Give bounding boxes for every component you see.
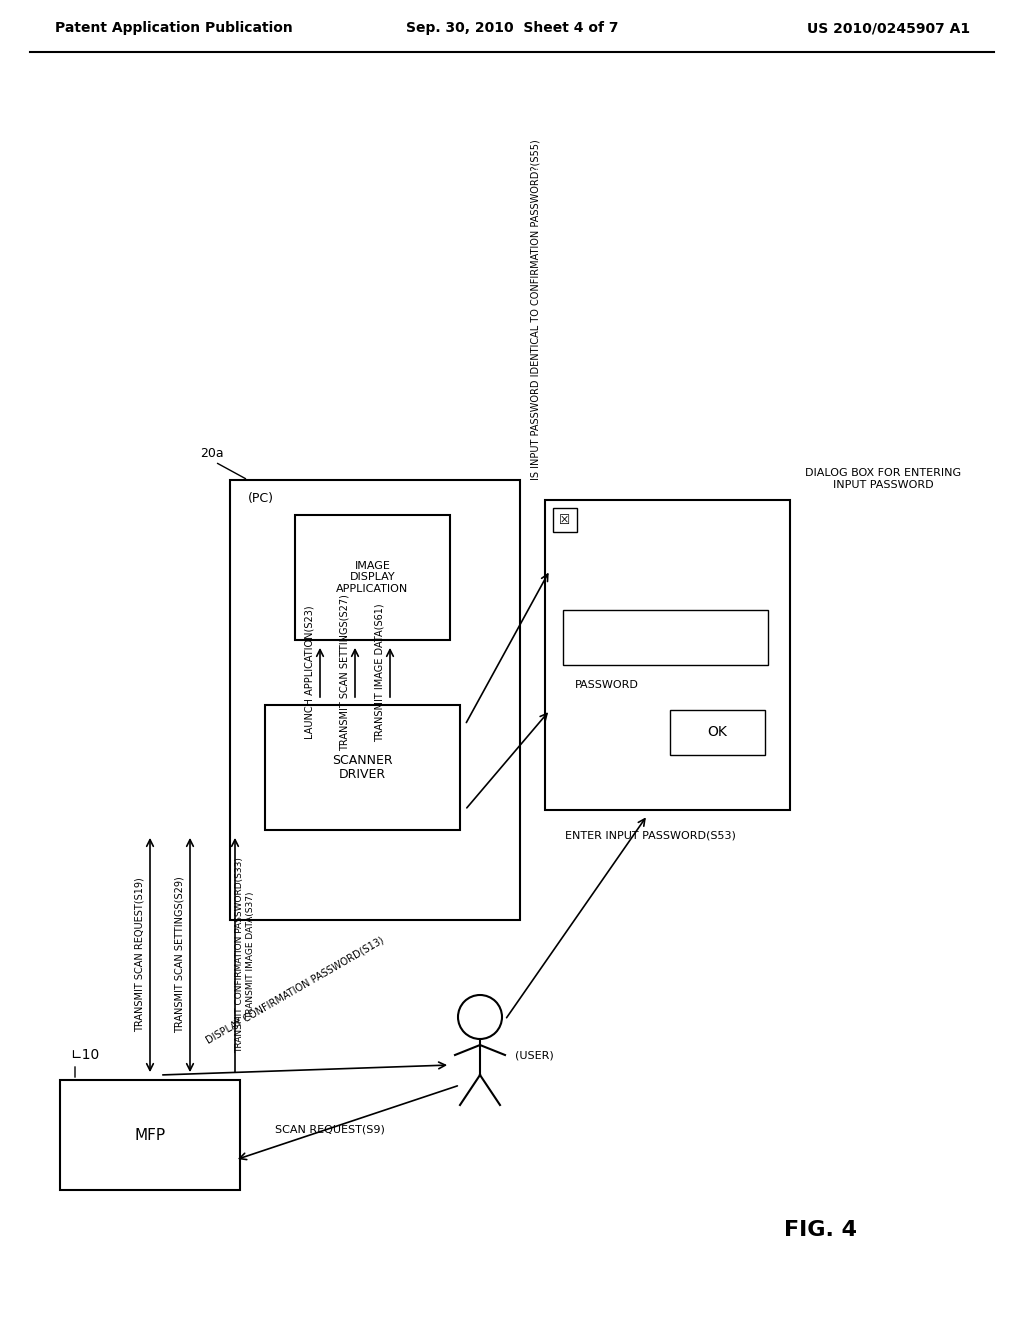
- Text: IS INPUT PASSWORD IDENTICAL TO CONFIRMATION PASSWORD?(S55): IS INPUT PASSWORD IDENTICAL TO CONFIRMAT…: [530, 139, 540, 480]
- Bar: [295, 515, 450, 640]
- Text: US 2010/0245907 A1: US 2010/0245907 A1: [807, 21, 970, 36]
- Text: SCAN REQUEST(S9): SCAN REQUEST(S9): [275, 1125, 385, 1135]
- Text: MFP: MFP: [134, 1127, 166, 1143]
- Bar: [553, 508, 577, 532]
- Text: (USER): (USER): [515, 1049, 554, 1060]
- Text: IMAGE
DISPLAY
APPLICATION: IMAGE DISPLAY APPLICATION: [336, 561, 409, 594]
- Text: PASSWORD: PASSWORD: [575, 680, 639, 690]
- Text: DISPLAY CONFIRMATION PASSWORD(S13): DISPLAY CONFIRMATION PASSWORD(S13): [205, 935, 386, 1045]
- Text: TRANSMIT CONFIRMATION PASSWORD(S33)
TRANSMIT IMAGE DATA(S37): TRANSMIT CONFIRMATION PASSWORD(S33) TRAN…: [236, 857, 255, 1053]
- Text: TRANSMIT SCAN SETTINGS(S29): TRANSMIT SCAN SETTINGS(S29): [175, 876, 185, 1034]
- Bar: [230, 480, 520, 920]
- Text: TRANSMIT SCAN SETTINGS(S27): TRANSMIT SCAN SETTINGS(S27): [340, 594, 350, 751]
- Text: Sep. 30, 2010  Sheet 4 of 7: Sep. 30, 2010 Sheet 4 of 7: [406, 21, 618, 36]
- Text: ∟10: ∟10: [70, 1048, 99, 1063]
- Text: 20a: 20a: [200, 447, 223, 459]
- Bar: [265, 705, 460, 830]
- Text: (PC): (PC): [248, 492, 274, 506]
- Text: OK: OK: [708, 726, 727, 739]
- Text: FIG. 4: FIG. 4: [783, 1220, 856, 1239]
- Text: DIALOG BOX FOR ENTERING
INPUT PASSWORD: DIALOG BOX FOR ENTERING INPUT PASSWORD: [805, 469, 962, 490]
- Bar: [545, 500, 790, 810]
- Text: SCANNER
DRIVER: SCANNER DRIVER: [332, 754, 393, 781]
- Text: TRANSMIT SCAN REQUEST(S19): TRANSMIT SCAN REQUEST(S19): [135, 878, 145, 1032]
- Text: ENTER INPUT PASSWORD(S53): ENTER INPUT PASSWORD(S53): [565, 830, 736, 840]
- Text: TRANSMIT IMAGE DATA(S61): TRANSMIT IMAGE DATA(S61): [375, 603, 385, 742]
- Bar: [670, 710, 765, 755]
- Text: ☒: ☒: [559, 513, 570, 527]
- Text: LAUNCH APPLICATION(S23): LAUNCH APPLICATION(S23): [305, 606, 315, 739]
- Text: Patent Application Publication: Patent Application Publication: [55, 21, 293, 36]
- Bar: [563, 610, 768, 665]
- Bar: [60, 1080, 240, 1191]
